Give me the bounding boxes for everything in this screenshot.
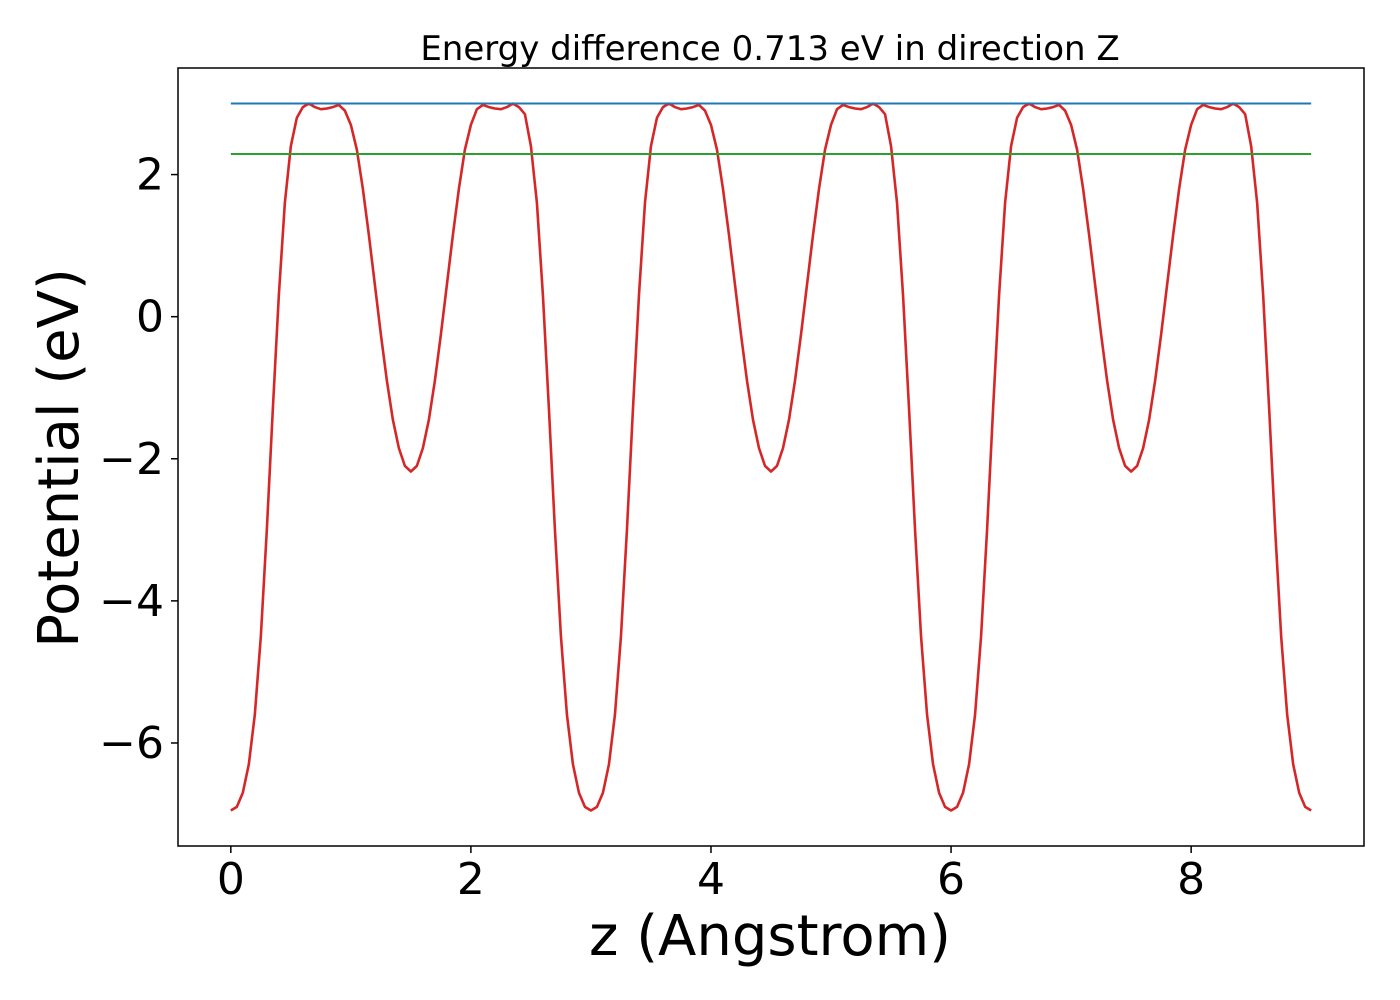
plot-frame	[177, 67, 1365, 847]
plot-area	[230, 102, 1312, 812]
y-tick-label: 2	[136, 150, 164, 201]
x-tick-label: 0	[217, 854, 245, 905]
y-axis-title: Potential (eV)	[27, 268, 92, 648]
x-axis-title: z (Angstrom)	[589, 904, 951, 969]
x-tick-label: 6	[937, 854, 965, 905]
chart-title: Energy difference 0.713 eV in direction …	[420, 29, 1119, 69]
x-tick-label: 2	[457, 854, 485, 905]
x-tick-label: 8	[1177, 854, 1205, 905]
x-axis: 0 2 4 6 8	[217, 846, 1205, 905]
y-axis: −6 −4 −2 0 2	[99, 150, 178, 769]
y-tick-label: −6	[99, 718, 164, 769]
y-tick-label: −2	[99, 434, 164, 485]
x-tick-label: 4	[697, 854, 725, 905]
y-tick-label: 0	[136, 292, 164, 343]
y-tick-label: −4	[99, 576, 164, 627]
series-line-0	[230, 102, 1312, 812]
